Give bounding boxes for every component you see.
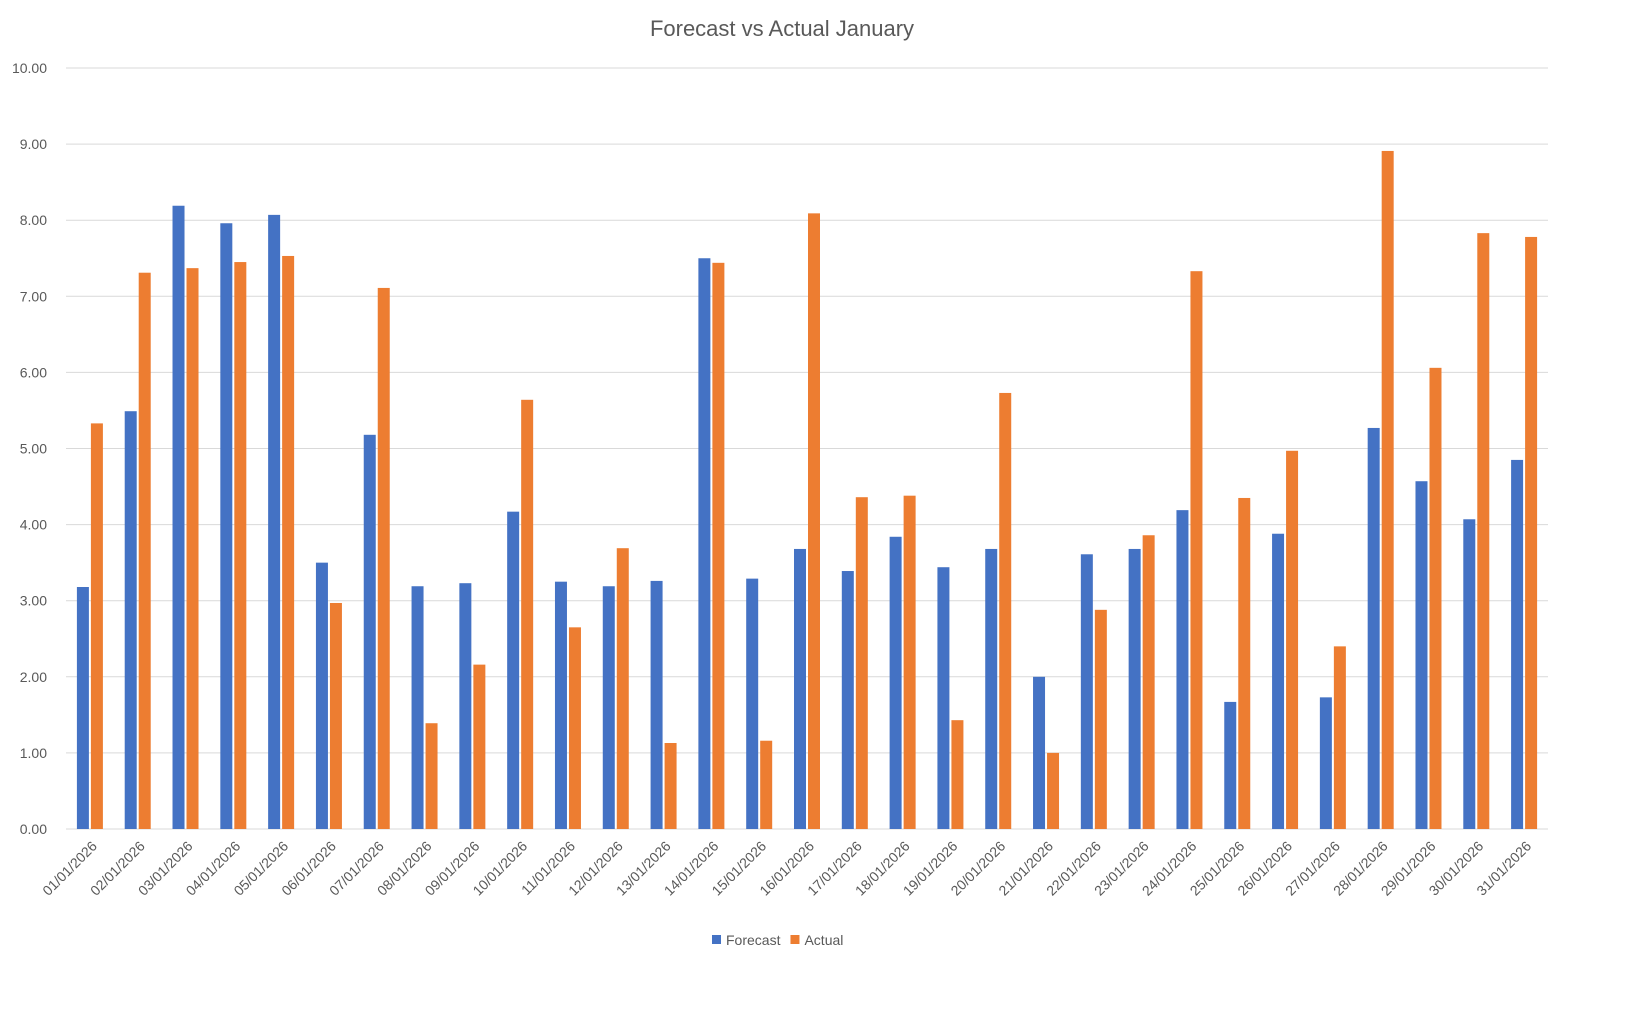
legend-label: Actual [804, 932, 843, 948]
bar-forecast [76, 587, 89, 829]
bar-forecast [698, 258, 711, 829]
bar-forecast [985, 548, 998, 829]
y-tick-label: 2.00 [20, 669, 47, 685]
bar-actual [1381, 150, 1394, 830]
bar-actual [1142, 535, 1155, 829]
bar-actual [234, 262, 247, 829]
bar-forecast [363, 434, 376, 829]
bar-actual [1047, 752, 1060, 829]
bar-forecast [1367, 427, 1380, 829]
bar-actual [999, 392, 1012, 829]
bar-forecast [746, 578, 759, 829]
bar-actual [1190, 271, 1203, 829]
bar-actual [521, 399, 534, 829]
y-tick-label: 8.00 [20, 212, 47, 228]
bar-actual [90, 423, 103, 829]
bar-actual [1333, 646, 1346, 829]
bar-forecast [794, 548, 806, 829]
bar-actual [855, 497, 868, 829]
bar-actual [138, 272, 151, 830]
bar-actual [760, 740, 773, 829]
bar-forecast [172, 205, 185, 830]
bar-actual [903, 495, 916, 829]
bar-forecast [1415, 481, 1428, 829]
y-tick-label: 5.00 [20, 441, 47, 457]
bar-actual [951, 720, 964, 829]
y-tick-label: 3.00 [20, 593, 47, 609]
bar-forecast [1319, 697, 1332, 829]
bar-forecast [220, 223, 233, 829]
bar-forecast [841, 571, 854, 829]
y-tick-label: 0.00 [20, 821, 47, 837]
bar-forecast [1080, 554, 1093, 829]
legend-swatch-forecast [712, 935, 721, 944]
bar-forecast [554, 581, 567, 829]
chart-title: Forecast vs Actual January [650, 16, 914, 41]
bar-forecast [411, 586, 424, 829]
bar-forecast [1224, 701, 1237, 829]
legend-label: Forecast [726, 932, 781, 948]
bar-actual [808, 213, 820, 829]
bar-forecast [889, 536, 902, 829]
bar-forecast [650, 580, 663, 829]
bar-actual [473, 664, 486, 829]
bar-forecast [1033, 676, 1046, 829]
legend: Forecast Actual [712, 932, 843, 948]
y-tick-label: 6.00 [20, 364, 47, 380]
bar-actual [1238, 497, 1251, 829]
bar-actual [1429, 367, 1442, 829]
legend-swatch-actual [790, 935, 800, 944]
bar-forecast [1272, 533, 1285, 829]
bar-actual [329, 602, 342, 829]
bar-forecast [124, 411, 137, 829]
bar-actual [1477, 233, 1490, 830]
bar-actual [712, 262, 725, 829]
bar-actual [1525, 236, 1538, 829]
bar-actual [425, 723, 438, 829]
bar-forecast [507, 511, 520, 829]
y-tick-label: 1.00 [20, 745, 47, 761]
bar-actual [282, 255, 295, 830]
y-tick-label: 10.00 [12, 60, 47, 76]
bar-forecast [315, 562, 328, 829]
bar-actual [377, 287, 390, 830]
bar-actual [1094, 609, 1107, 829]
bar-actual [568, 627, 581, 829]
bar-forecast [1176, 510, 1189, 829]
bar-actual [1286, 450, 1299, 829]
bar-forecast [602, 586, 615, 829]
bar-forecast [1463, 519, 1476, 829]
bar-forecast [1511, 459, 1524, 829]
bar-actual [186, 268, 199, 829]
bar-forecast [937, 567, 950, 829]
bar-actual [616, 548, 629, 829]
bar-forecast [459, 583, 472, 829]
y-tick-label: 4.00 [20, 517, 47, 533]
bar-actual [664, 743, 677, 829]
bar-forecast [268, 214, 281, 830]
y-tick-label: 9.00 [20, 136, 47, 152]
bar-forecast [1128, 548, 1141, 829]
y-tick-label: 7.00 [20, 288, 47, 304]
